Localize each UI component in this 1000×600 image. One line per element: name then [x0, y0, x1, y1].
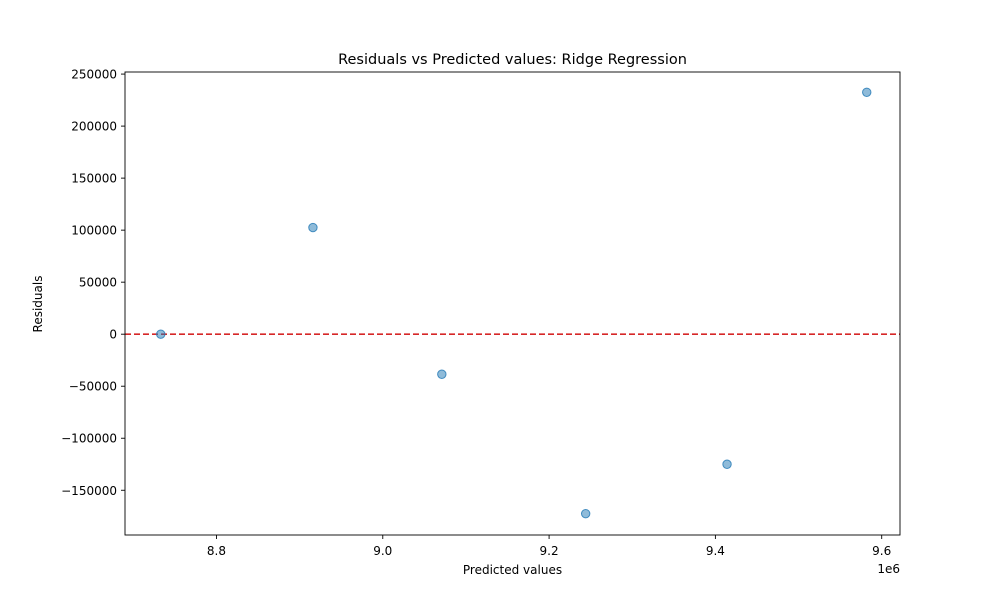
y-tick-label: 0: [109, 328, 117, 342]
y-tick-label: −50000: [69, 380, 117, 394]
data-point-2: [308, 222, 318, 233]
x-axis-offset-label: 1e6: [877, 562, 900, 576]
x-axis-title: Predicted values: [463, 563, 562, 577]
x-tick-label: 9.2: [540, 544, 559, 558]
y-tick-label: 150000: [71, 172, 117, 186]
y-axis-title: Residuals: [31, 276, 45, 333]
data-point-3: [437, 369, 447, 379]
x-tick-label: 9.6: [872, 544, 891, 558]
x-tick-label: 8.8: [207, 544, 226, 558]
data-point-4: [580, 508, 591, 519]
y-tick-label: −150000: [61, 484, 117, 498]
data-point-5: [722, 459, 732, 469]
data-point-1: [156, 329, 166, 339]
x-tick-label: 9.0: [373, 544, 392, 558]
x-tick-label: 9.4: [706, 544, 725, 558]
chart-title: Residuals vs Predicted values: Ridge Reg…: [338, 52, 687, 68]
data-point-6: [862, 87, 872, 97]
y-tick-label: −100000: [61, 432, 117, 446]
plot-area: 8.8 9.0 9.2 9.4 9.6 −150000 −100000 −50000 0 5000…: [61, 68, 901, 558]
axes-frame: [124, 71, 901, 536]
y-tick-label: 250000: [71, 68, 117, 82]
y-tick-label: 50000: [79, 276, 117, 290]
y-tick-label: 200000: [71, 120, 117, 134]
y-tick-label: 100000: [71, 224, 117, 238]
